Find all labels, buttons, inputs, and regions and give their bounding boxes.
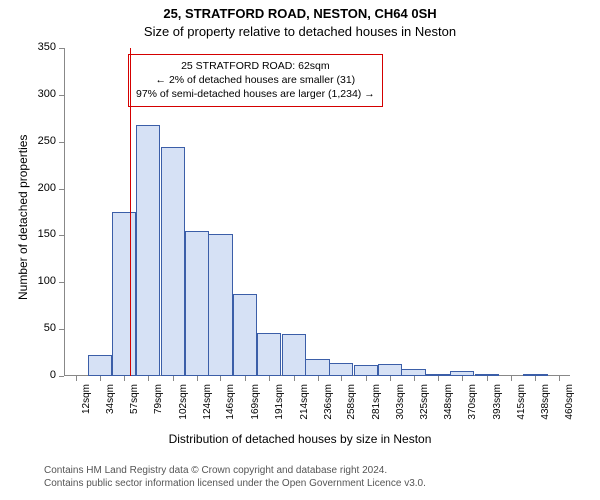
x-tick-mark xyxy=(438,376,439,381)
x-tick-label: 370sqm xyxy=(467,384,478,484)
x-tick-label: 12sqm xyxy=(81,384,92,484)
x-tick-label: 303sqm xyxy=(395,384,406,484)
histogram-bar xyxy=(282,334,306,376)
y-tick-mark xyxy=(59,189,64,190)
x-tick-label: 438sqm xyxy=(540,384,551,484)
x-tick-mark xyxy=(269,376,270,381)
x-tick-mark xyxy=(341,376,342,381)
callout-line: 25 STRATFORD ROAD: 62sqm xyxy=(136,59,375,73)
histogram-bar xyxy=(233,294,257,376)
histogram-bar xyxy=(161,147,185,376)
y-tick-mark xyxy=(59,329,64,330)
y-tick-label: 300 xyxy=(26,88,56,100)
x-tick-mark xyxy=(535,376,536,381)
x-tick-label: 191sqm xyxy=(274,384,285,484)
x-tick-label: 258sqm xyxy=(346,384,357,484)
x-tick-mark xyxy=(487,376,488,381)
y-tick-label: 150 xyxy=(26,228,56,240)
histogram-bar xyxy=(88,355,112,376)
callout-line: ← 2% of detached houses are smaller (31) xyxy=(136,73,375,87)
x-tick-label: 348sqm xyxy=(443,384,454,484)
histogram-bar xyxy=(136,125,160,376)
chart-title-address: 25, STRATFORD ROAD, NESTON, CH64 0SH xyxy=(0,6,600,21)
chart-title-subtitle: Size of property relative to detached ho… xyxy=(0,24,600,39)
callout-line: 97% of semi-detached houses are larger (… xyxy=(136,87,375,101)
x-tick-mark xyxy=(76,376,77,381)
x-tick-label: 169sqm xyxy=(250,384,261,484)
x-tick-label: 281sqm xyxy=(371,384,382,484)
x-tick-label: 57sqm xyxy=(129,384,140,484)
x-tick-label: 102sqm xyxy=(178,384,189,484)
x-tick-mark xyxy=(148,376,149,381)
histogram-bar xyxy=(305,359,329,376)
x-tick-label: 124sqm xyxy=(202,384,213,484)
y-tick-mark xyxy=(59,376,64,377)
x-tick-label: 146sqm xyxy=(225,384,236,484)
y-tick-label: 100 xyxy=(26,275,56,287)
y-tick-mark xyxy=(59,95,64,96)
histogram-bar xyxy=(208,234,232,376)
histogram-bar xyxy=(329,363,353,376)
histogram-bar xyxy=(378,364,402,376)
y-tick-label: 200 xyxy=(26,182,56,194)
x-tick-label: 325sqm xyxy=(419,384,430,484)
x-tick-mark xyxy=(559,376,560,381)
x-tick-mark xyxy=(318,376,319,381)
y-tick-mark xyxy=(59,48,64,49)
x-tick-label: 236sqm xyxy=(323,384,334,484)
x-tick-mark xyxy=(197,376,198,381)
x-tick-mark xyxy=(462,376,463,381)
histogram-bar xyxy=(354,365,378,376)
y-tick-mark xyxy=(59,142,64,143)
x-tick-mark xyxy=(173,376,174,381)
x-tick-mark xyxy=(414,376,415,381)
histogram-bar xyxy=(257,333,281,376)
x-tick-mark xyxy=(366,376,367,381)
y-tick-label: 50 xyxy=(26,322,56,334)
x-tick-label: 393sqm xyxy=(492,384,503,484)
property-callout: 25 STRATFORD ROAD: 62sqm← 2% of detached… xyxy=(128,54,383,107)
x-tick-mark xyxy=(390,376,391,381)
x-tick-label: 214sqm xyxy=(299,384,310,484)
x-tick-label: 415sqm xyxy=(516,384,527,484)
y-tick-label: 350 xyxy=(26,41,56,53)
x-tick-mark xyxy=(245,376,246,381)
property-marker-line xyxy=(130,48,131,376)
x-tick-label: 460sqm xyxy=(564,384,575,484)
x-tick-mark xyxy=(220,376,221,381)
y-tick-label: 250 xyxy=(26,135,56,147)
y-tick-mark xyxy=(59,282,64,283)
histogram-bar xyxy=(185,231,209,376)
y-tick-mark xyxy=(59,235,64,236)
x-tick-mark xyxy=(511,376,512,381)
histogram-bar xyxy=(401,369,425,376)
histogram-bar xyxy=(112,212,136,376)
x-tick-mark xyxy=(294,376,295,381)
x-tick-mark xyxy=(124,376,125,381)
x-tick-mark xyxy=(100,376,101,381)
y-tick-label: 0 xyxy=(26,369,56,381)
x-tick-label: 79sqm xyxy=(153,384,164,484)
x-tick-label: 34sqm xyxy=(105,384,116,484)
